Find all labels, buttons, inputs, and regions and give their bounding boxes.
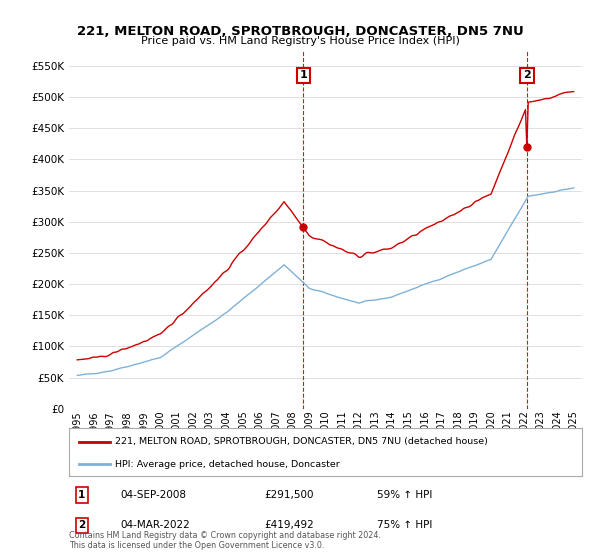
- Text: 59% ↑ HPI: 59% ↑ HPI: [377, 490, 432, 500]
- Text: 04-SEP-2008: 04-SEP-2008: [121, 490, 187, 500]
- Text: Contains HM Land Registry data © Crown copyright and database right 2024.
This d: Contains HM Land Registry data © Crown c…: [69, 530, 381, 550]
- Text: 75% ↑ HPI: 75% ↑ HPI: [377, 520, 432, 530]
- Text: 2: 2: [523, 71, 531, 80]
- Text: HPI: Average price, detached house, Doncaster: HPI: Average price, detached house, Donc…: [115, 460, 340, 469]
- Text: 2: 2: [78, 520, 85, 530]
- Text: 1: 1: [299, 71, 307, 80]
- Text: 1: 1: [78, 490, 85, 500]
- Text: 221, MELTON ROAD, SPROTBROUGH, DONCASTER, DN5 7NU: 221, MELTON ROAD, SPROTBROUGH, DONCASTER…: [77, 25, 523, 38]
- Text: £291,500: £291,500: [264, 490, 313, 500]
- Text: Price paid vs. HM Land Registry's House Price Index (HPI): Price paid vs. HM Land Registry's House …: [140, 36, 460, 46]
- Text: 221, MELTON ROAD, SPROTBROUGH, DONCASTER, DN5 7NU (detached house): 221, MELTON ROAD, SPROTBROUGH, DONCASTER…: [115, 437, 488, 446]
- Text: £419,492: £419,492: [264, 520, 314, 530]
- Text: 04-MAR-2022: 04-MAR-2022: [121, 520, 190, 530]
